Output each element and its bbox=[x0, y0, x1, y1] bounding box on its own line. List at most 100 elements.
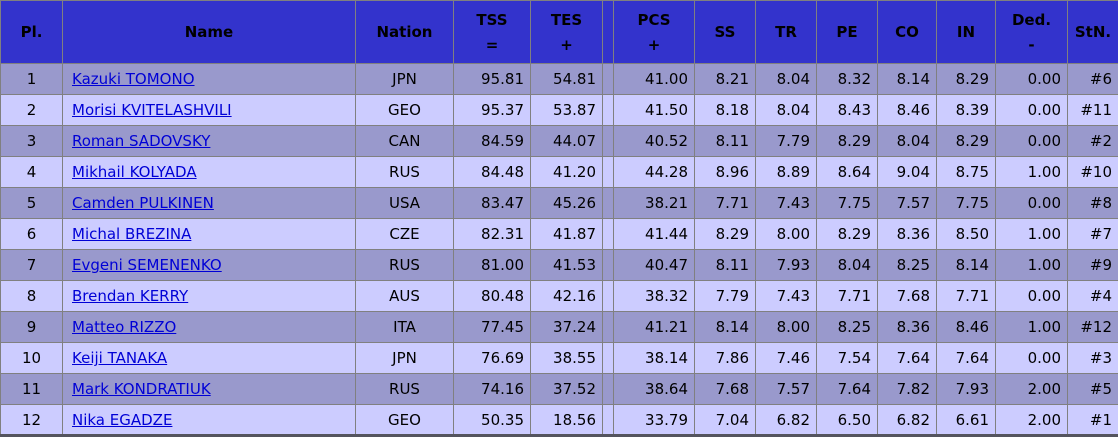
skater-link[interactable]: Mark KONDRATIUK bbox=[72, 380, 211, 398]
skater-link[interactable]: Matteo RIZZO bbox=[72, 318, 177, 336]
header-label: SS bbox=[714, 23, 736, 41]
table-row: 6 Michal BREZINA CZE 82.31 41.87 41.44 8.29 8.0… bbox=[0, 218, 1118, 250]
table-row: 7 Evgeni SEMENENKO RUS 81.00 41.53 40.47 8.11 7… bbox=[0, 249, 1118, 281]
skater-link[interactable]: Keiji TANAKA bbox=[72, 349, 168, 367]
cell-co: 7.68 bbox=[877, 280, 937, 312]
cell-name: Michal BREZINA bbox=[62, 218, 356, 250]
cell-ss: 8.18 bbox=[694, 94, 756, 126]
cell-pl: 1 bbox=[0, 63, 63, 95]
header-ded: Ded. - bbox=[995, 0, 1068, 64]
cell-ss: 8.11 bbox=[694, 249, 756, 281]
header-label: Ded. bbox=[1011, 10, 1052, 29]
cell-stn: #10 bbox=[1067, 156, 1118, 188]
cell-name: Matteo RIZZO bbox=[62, 311, 356, 343]
table-row: 4 Mikhail KOLYADA RUS 84.48 41.20 44.28 8.96 8.… bbox=[0, 156, 1118, 188]
cell-spacer bbox=[602, 187, 614, 219]
cell-tr: 7.46 bbox=[755, 342, 817, 374]
cell-tes: 41.53 bbox=[530, 249, 603, 281]
cell-name: Mark KONDRATIUK bbox=[62, 373, 356, 405]
cell-name: Mikhail KOLYADA bbox=[62, 156, 356, 188]
cell-nation: ITA bbox=[355, 311, 454, 343]
cell-tr: 7.43 bbox=[755, 187, 817, 219]
cell-tss: 81.00 bbox=[453, 249, 531, 281]
cell-pe: 6.50 bbox=[816, 404, 878, 436]
cell-pcs: 41.00 bbox=[613, 63, 695, 95]
skater-link[interactable]: Evgeni SEMENENKO bbox=[72, 256, 222, 274]
cell-pcs: 38.21 bbox=[613, 187, 695, 219]
cell-nation: USA bbox=[355, 187, 454, 219]
cell-pl: 4 bbox=[0, 156, 63, 188]
cell-tes: 41.87 bbox=[530, 218, 603, 250]
cell-ded: 0.00 bbox=[995, 342, 1068, 374]
cell-tss: 83.47 bbox=[453, 187, 531, 219]
header-co: CO bbox=[877, 0, 937, 64]
cell-in: 8.14 bbox=[936, 249, 996, 281]
cell-in: 8.75 bbox=[936, 156, 996, 188]
cell-nation: JPN bbox=[355, 63, 454, 95]
cell-ded: 0.00 bbox=[995, 187, 1068, 219]
skater-link[interactable]: Morisi KVITELASHVILI bbox=[72, 101, 232, 119]
header-nation: Nation bbox=[355, 0, 454, 64]
skater-link[interactable]: Brendan KERRY bbox=[72, 287, 189, 305]
cell-nation: RUS bbox=[355, 373, 454, 405]
cell-co: 8.36 bbox=[877, 218, 937, 250]
cell-ded: 1.00 bbox=[995, 249, 1068, 281]
header-row: Pl. Name Nation TSS = TES + PCS + SS TR PE CO IN Ded. -… bbox=[0, 0, 1118, 64]
table-row: 3 Roman SADOVSKY CAN 84.59 44.07 40.52 8.11 7.7… bbox=[0, 125, 1118, 157]
header-label: StN. bbox=[1074, 23, 1112, 41]
cell-nation: RUS bbox=[355, 156, 454, 188]
cell-pcs: 41.21 bbox=[613, 311, 695, 343]
skater-link[interactable]: Kazuki TOMONO bbox=[72, 70, 195, 88]
cell-name: Camden PULKINEN bbox=[62, 187, 356, 219]
cell-pl: 2 bbox=[0, 94, 63, 126]
cell-spacer bbox=[602, 156, 614, 188]
cell-tr: 8.00 bbox=[755, 218, 817, 250]
skater-link[interactable]: Roman SADOVSKY bbox=[72, 132, 211, 150]
cell-tr: 6.82 bbox=[755, 404, 817, 436]
cell-in: 8.50 bbox=[936, 218, 996, 250]
cell-nation: JPN bbox=[355, 342, 454, 374]
cell-stn: #11 bbox=[1067, 94, 1118, 126]
header-in: IN bbox=[936, 0, 996, 64]
cell-stn: #1 bbox=[1067, 404, 1118, 436]
cell-pe: 8.04 bbox=[816, 249, 878, 281]
cell-in: 7.93 bbox=[936, 373, 996, 405]
skater-link[interactable]: Nika EGADZE bbox=[72, 410, 173, 429]
cell-pe: 8.29 bbox=[816, 218, 878, 250]
cell-ded: 2.00 bbox=[995, 373, 1068, 405]
header-label: TES bbox=[550, 10, 583, 29]
cell-co: 8.36 bbox=[877, 311, 937, 343]
cell-ded: 0.00 bbox=[995, 125, 1068, 157]
skater-link[interactable]: Camden PULKINEN bbox=[72, 194, 214, 212]
cell-ss: 7.68 bbox=[694, 373, 756, 405]
cell-pe: 7.64 bbox=[816, 373, 878, 405]
header-pe: PE bbox=[816, 0, 878, 64]
cell-tes: 45.26 bbox=[530, 187, 603, 219]
cell-name: Nika EGADZE bbox=[62, 404, 356, 436]
cell-tr: 8.89 bbox=[755, 156, 817, 188]
cell-spacer bbox=[602, 342, 614, 374]
header-label: TR bbox=[775, 23, 797, 41]
cell-in: 7.64 bbox=[936, 342, 996, 374]
table-row: 9 Matteo RIZZO ITA 77.45 37.24 41.21 8.14 8.00 8… bbox=[0, 311, 1118, 343]
cell-pe: 8.32 bbox=[816, 63, 878, 95]
cell-ded: 0.00 bbox=[995, 280, 1068, 312]
table-row: 2 Morisi KVITELASHVILI GEO 95.37 53.87 41.50 8… bbox=[0, 94, 1118, 126]
cell-pe: 8.64 bbox=[816, 156, 878, 188]
cell-stn: #5 bbox=[1067, 373, 1118, 405]
skater-link[interactable]: Mikhail KOLYADA bbox=[72, 163, 197, 181]
header-pl: Pl. bbox=[0, 0, 63, 64]
cell-tes: 18.56 bbox=[530, 404, 603, 436]
cell-tss: 82.31 bbox=[453, 218, 531, 250]
cell-stn: #3 bbox=[1067, 342, 1118, 374]
cell-tr: 8.00 bbox=[755, 311, 817, 343]
cell-ded: 1.00 bbox=[995, 311, 1068, 343]
cell-stn: #8 bbox=[1067, 187, 1118, 219]
cell-nation: RUS bbox=[355, 249, 454, 281]
cell-pcs: 40.52 bbox=[613, 125, 695, 157]
cell-stn: #12 bbox=[1067, 311, 1118, 343]
cell-co: 6.82 bbox=[877, 404, 937, 436]
header-tes: TES + bbox=[530, 0, 603, 64]
skater-link[interactable]: Michal BREZINA bbox=[72, 225, 192, 243]
